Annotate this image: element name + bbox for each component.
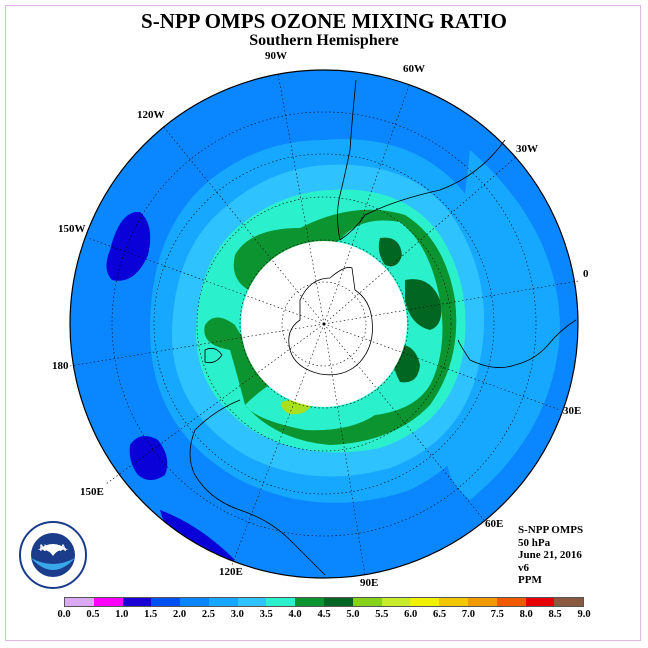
colorbar-tick-label: 2.0 xyxy=(172,609,187,620)
info-date: June 21, 2016 xyxy=(518,549,582,561)
colorbar-segment xyxy=(93,598,123,606)
colorbar-tick-label: 1.0 xyxy=(115,609,129,620)
info-level: 50 hPa xyxy=(518,536,551,549)
colorbar-tick-label: 5.5 xyxy=(375,609,389,620)
coastlines xyxy=(189,79,577,576)
map-title: S-NPP OMPS OZONE MIXING RATIO xyxy=(141,9,507,33)
africa-coast xyxy=(457,319,577,368)
colorbar-tick-label: 8.5 xyxy=(548,609,562,620)
map-boundary xyxy=(69,69,579,579)
colorbar xyxy=(64,597,584,607)
lon-label-60e: 60E xyxy=(485,518,504,530)
colorbar-segment xyxy=(554,598,584,606)
info-block: S-NPP OMPS 50 hPa June 21, 2016 v6 PPM xyxy=(518,524,583,587)
lon-label-0: 0 xyxy=(583,268,589,280)
info-units: PPM xyxy=(518,574,542,586)
colorbar-tick-label: 4.0 xyxy=(288,609,302,620)
colorbar-segment xyxy=(381,598,411,606)
colorbar-tick-label: 1.5 xyxy=(144,609,158,620)
info-instrument: S-NPP OMPS xyxy=(518,524,584,536)
map-subtitle: Southern Hemisphere xyxy=(249,32,399,49)
colorbar-segment xyxy=(525,598,555,606)
colorbar-tick-label: 6.0 xyxy=(404,609,418,620)
pole-dot xyxy=(322,322,326,326)
colorbar-tick-label: 0.5 xyxy=(86,609,100,620)
colorbar-tick-label: 3.5 xyxy=(259,609,273,620)
noaa-logo-icon: NOAA xyxy=(19,521,87,589)
colorbar-tick-label: 2.5 xyxy=(201,609,215,620)
colorbar-segment xyxy=(295,598,325,606)
colorbar-segment xyxy=(237,598,267,606)
colorbar-segment xyxy=(410,598,440,606)
colorbar-tick-label: 0.0 xyxy=(57,609,71,620)
colorbar-segment xyxy=(266,598,296,606)
colorbar-tick-label: 9.0 xyxy=(577,609,591,620)
lon-label-30e: 30E xyxy=(563,405,582,417)
colorbar-tick-label: 7.0 xyxy=(461,609,475,620)
info-version: v6 xyxy=(518,561,529,574)
south-america-coast xyxy=(337,79,506,241)
antarctica-coast xyxy=(288,267,373,376)
ozone-low-150w xyxy=(106,211,151,281)
colorbar-segment xyxy=(496,598,526,606)
lon-label-30w: 30W xyxy=(516,143,538,155)
noaa-logo-text: NOAA xyxy=(40,543,67,553)
graticule xyxy=(69,73,579,576)
new-zealand-coast xyxy=(204,347,223,364)
colorbar-tick-label: 4.5 xyxy=(317,609,331,620)
ozone-band-5p0-east xyxy=(405,279,442,330)
lon-label-120w: 120W xyxy=(137,109,165,121)
colorbar-tick-label: 3.0 xyxy=(230,609,244,620)
colorbar-segment xyxy=(467,598,497,606)
lon-label-150w: 150W xyxy=(58,223,86,235)
lon-label-60w: 60W xyxy=(403,63,425,75)
colorbar-segment xyxy=(439,598,468,606)
colorbar-tick-label: 6.5 xyxy=(432,609,447,620)
colorbar-tick-label: 5.0 xyxy=(346,609,360,620)
colorbar-tick-label: 8.0 xyxy=(519,609,533,620)
colorbar-segment xyxy=(180,598,209,606)
colorbar-segment xyxy=(65,598,94,606)
lon-label-150e: 150E xyxy=(80,486,104,498)
ozone-band-5p0-ne xyxy=(378,237,402,267)
lon-label-180: 180 xyxy=(52,360,69,372)
australia-coast xyxy=(189,399,326,576)
lon-label-120e: 120E xyxy=(219,566,243,578)
colorbar-segment xyxy=(324,598,353,606)
colorbar-segment xyxy=(151,598,181,606)
lon-label-90e: 90E xyxy=(360,577,379,589)
colorbar-segment xyxy=(208,598,238,606)
ozone-low-150e xyxy=(129,436,168,480)
colorbar-ticks: 0.0 0.5 1.0 1.5 2.0 2.5 3.0 3.5 4.0 4.5 5.0 5.5 6.0 6… xyxy=(0,609,648,623)
lon-label-90w: 90W xyxy=(265,50,287,62)
colorbar-segment xyxy=(352,598,382,606)
colorbar-segment xyxy=(122,598,152,606)
figure-frame xyxy=(5,5,641,641)
colorbar-tick-label: 7.5 xyxy=(490,609,504,620)
